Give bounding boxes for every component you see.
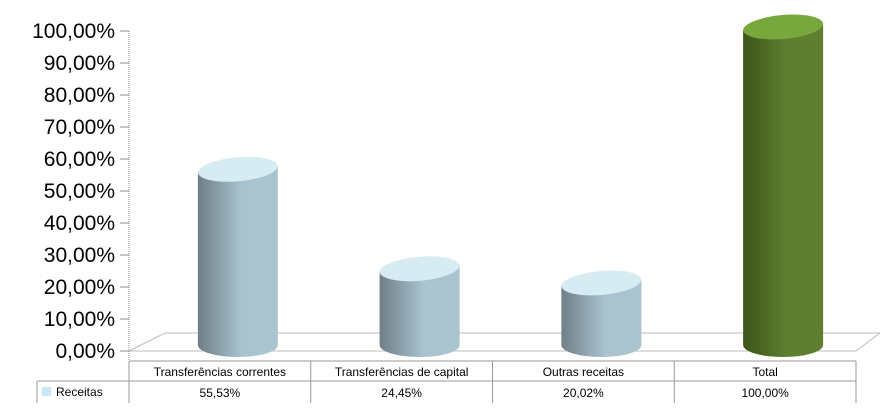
data-label: 24,45%: [381, 386, 422, 400]
y-tick-label: 90,00%: [44, 52, 115, 75]
bar-top: [743, 14, 823, 40]
legend-label: Receitas: [56, 385, 103, 399]
data-label: 20,02%: [563, 386, 604, 400]
bar-top: [561, 270, 642, 296]
y-tick-label: 70,00%: [44, 116, 115, 139]
y-tick-label: 10,00%: [44, 308, 115, 331]
bar: [743, 24, 824, 357]
bar-top: [379, 256, 460, 282]
y-tick-label: 80,00%: [44, 84, 115, 107]
y-tick-label: 100,00%: [32, 20, 115, 43]
category-label: Outras receitas: [543, 365, 624, 379]
y-tick-label: 50,00%: [44, 180, 115, 203]
data-label: 100,00%: [741, 386, 789, 400]
y-tick-label: 0,00%: [55, 340, 115, 363]
category-label: Transferências correntes: [154, 365, 286, 379]
category-label: Transferências de capital: [335, 365, 469, 379]
data-label: 55,53%: [200, 386, 241, 400]
y-tick-label: 20,00%: [44, 276, 115, 299]
y-tick-label: 60,00%: [44, 148, 115, 171]
bar: [197, 166, 278, 357]
bar: [379, 266, 460, 357]
y-tick-label: 30,00%: [44, 244, 115, 267]
bar-top: [198, 156, 278, 182]
legend-swatch: [42, 387, 51, 396]
y-tick-label: 40,00%: [44, 212, 115, 235]
category-label: Total: [752, 365, 777, 379]
bar: [561, 280, 642, 357]
